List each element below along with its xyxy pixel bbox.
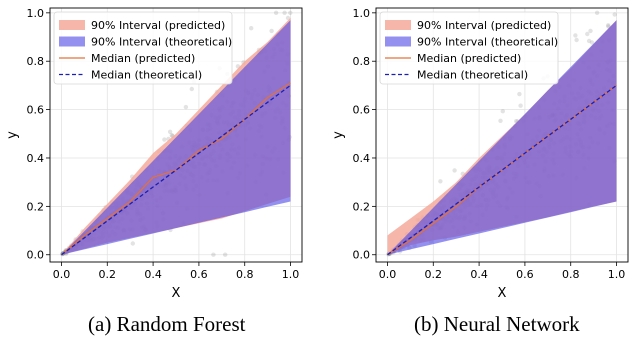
y-tick-label: 1.0 bbox=[27, 7, 45, 20]
x-tick-label: 0.4 bbox=[470, 268, 488, 281]
band-interval-theoretical bbox=[61, 20, 291, 255]
panel-neural-network: 0.0 0.2 0.4 0.6 0.8 1.0 0.0 0.2 0.4 0.6 0.8 1.0 Xy 90… bbox=[331, 7, 629, 301]
scatter-point bbox=[189, 86, 194, 92]
scatter-point bbox=[223, 252, 228, 257]
legend-swatch-interval-theoretical bbox=[59, 36, 85, 47]
x-tick-label: 1.0 bbox=[608, 268, 626, 281]
scatter-point bbox=[167, 129, 173, 134]
legend-label: 90% Interval (predicted) bbox=[91, 19, 225, 32]
y-tick-label: 0.8 bbox=[353, 55, 371, 68]
panel-random-forest: 0.0 0.2 0.4 0.6 0.8 1.0 0.0 0.2 0.4 0.6 0.8 1.0 Xy 90… bbox=[5, 7, 303, 301]
scatter-point bbox=[130, 241, 135, 246]
scatter-point bbox=[288, 10, 293, 15]
scatter-point bbox=[518, 103, 523, 108]
axes-frame bbox=[49, 7, 303, 263]
scatter-point bbox=[498, 118, 503, 124]
y-axis-label: y bbox=[5, 131, 20, 139]
legend-swatch-interval-predicted bbox=[59, 20, 85, 30]
scatter-point bbox=[282, 10, 287, 15]
y-tick-label: 0.4 bbox=[353, 152, 371, 165]
y-tick-label: 0.0 bbox=[27, 249, 45, 262]
scatter-point bbox=[269, 28, 274, 34]
legend-label: Median (theoretical) bbox=[417, 69, 528, 82]
y-tick-label: 0.4 bbox=[27, 152, 45, 165]
x-tick-label: 0.0 bbox=[379, 268, 397, 281]
y-tick-label: 0.2 bbox=[27, 200, 45, 213]
axes-frame bbox=[375, 7, 629, 263]
legend-label: 90% Interval (theoretical) bbox=[417, 36, 558, 49]
scatter-point bbox=[588, 28, 593, 34]
line-median-predicted bbox=[61, 82, 291, 256]
x-axis-label: X bbox=[172, 286, 181, 301]
legend-box bbox=[379, 11, 559, 85]
scatter-point bbox=[585, 31, 590, 37]
x-tick-label: 0.8 bbox=[236, 268, 254, 281]
scatter-point bbox=[249, 26, 254, 31]
scatter-point bbox=[438, 179, 443, 184]
x-tick-label: 0.2 bbox=[99, 268, 117, 281]
x-tick-label: 0.6 bbox=[190, 268, 208, 281]
x-tick-label: 0.8 bbox=[562, 268, 580, 281]
legend-label: 90% Interval (predicted) bbox=[417, 19, 551, 32]
line-median-theoretical bbox=[387, 84, 617, 256]
scatter-point bbox=[285, 15, 291, 21]
y-tick-label: 0.6 bbox=[353, 104, 371, 117]
caption-neural-network: (b) Neural Network bbox=[414, 312, 580, 336]
scatter-point bbox=[589, 40, 595, 45]
y-tick-label: 0.6 bbox=[27, 104, 45, 117]
scatter-point bbox=[211, 252, 216, 257]
plot-area bbox=[386, 10, 617, 257]
legend-swatch-interval-predicted bbox=[385, 20, 411, 30]
legend-label: 90% Interval (theoretical) bbox=[91, 36, 232, 49]
legend-label: Median (predicted) bbox=[417, 52, 521, 65]
x-tick-label: 0.2 bbox=[425, 268, 443, 281]
scatter-point bbox=[606, 23, 611, 28]
x-tick-label: 1.0 bbox=[282, 268, 300, 281]
y-tick-label: 1.0 bbox=[353, 7, 371, 20]
y-tick-label: 0.8 bbox=[27, 55, 45, 68]
scatter-point bbox=[169, 133, 174, 138]
scatter-point bbox=[452, 168, 457, 173]
scatter-point bbox=[500, 109, 505, 114]
scatter-point bbox=[273, 10, 279, 15]
scatter-point bbox=[573, 33, 578, 38]
scatter-point bbox=[586, 38, 592, 44]
legend-label: Median (predicted) bbox=[91, 52, 195, 65]
legend: 90% Interval (predicted) 90% Interval (th… bbox=[53, 11, 233, 85]
line-median-theoretical bbox=[61, 84, 291, 256]
y-tick-label: 0.0 bbox=[353, 249, 371, 262]
scatter-point bbox=[517, 91, 522, 97]
legend-box bbox=[53, 11, 233, 85]
caption-random-forest: (a) Random Forest bbox=[88, 312, 246, 336]
plot-area bbox=[60, 10, 293, 257]
x-axis-label: X bbox=[498, 286, 507, 301]
y-axis-label: y bbox=[331, 131, 346, 139]
x-tick-label: 0.4 bbox=[144, 268, 162, 281]
scatter-point bbox=[594, 10, 600, 15]
scatter-point bbox=[612, 12, 617, 17]
legend: 90% Interval (predicted) 90% Interval (th… bbox=[379, 11, 559, 85]
scatter-point bbox=[574, 37, 579, 43]
x-tick-label: 0.6 bbox=[516, 268, 534, 281]
band-interval-theoretical bbox=[387, 20, 617, 255]
y-tick-label: 0.2 bbox=[353, 200, 371, 213]
scatter-point bbox=[162, 137, 167, 142]
legend-label: Median (theoretical) bbox=[91, 69, 202, 82]
legend-swatch-interval-theoretical bbox=[385, 36, 411, 47]
scatter-point bbox=[183, 104, 189, 110]
x-tick-label: 0.0 bbox=[53, 268, 71, 281]
